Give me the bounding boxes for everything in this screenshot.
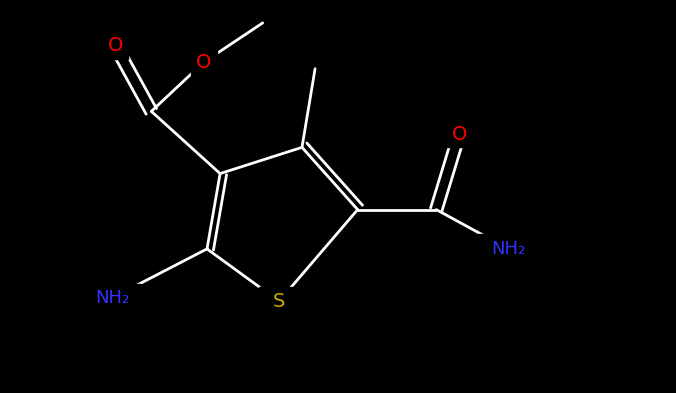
Bar xyxy=(446,121,473,147)
Bar xyxy=(260,286,299,316)
Text: O: O xyxy=(452,125,467,144)
Bar xyxy=(102,33,128,59)
Text: O: O xyxy=(196,53,212,72)
Bar xyxy=(478,235,538,263)
Text: S: S xyxy=(273,292,285,311)
Text: NH₂: NH₂ xyxy=(491,240,525,258)
Bar xyxy=(82,284,141,312)
Text: O: O xyxy=(107,36,123,55)
Bar xyxy=(191,49,217,75)
Text: NH₂: NH₂ xyxy=(95,289,129,307)
